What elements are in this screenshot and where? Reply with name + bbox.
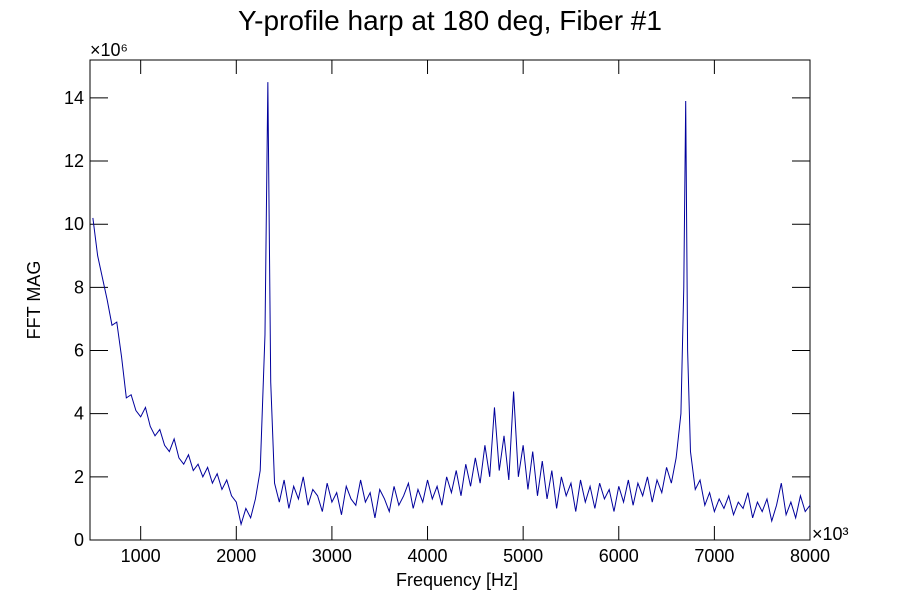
y-tick-label: 2: [74, 467, 84, 487]
y-tick-label: 8: [74, 277, 84, 297]
chart-title: Y-profile harp at 180 deg, Fiber #1: [238, 5, 662, 36]
x-tick-label: 5000: [503, 546, 543, 566]
y-tick-label: 14: [64, 88, 84, 108]
x-multiplier: ×10³: [812, 524, 849, 544]
x-tick-label: 1000: [121, 546, 161, 566]
x-tick-label: 3000: [312, 546, 352, 566]
x-axis-label: Frequency [Hz]: [396, 570, 518, 590]
y-tick-label: 4: [74, 404, 84, 424]
y-tick-label: 6: [74, 341, 84, 361]
y-tick-label: 10: [64, 214, 84, 234]
y-tick-label: 0: [74, 530, 84, 550]
x-tick-label: 4000: [408, 546, 448, 566]
x-tick-label: 6000: [599, 546, 639, 566]
y-tick-label: 12: [64, 151, 84, 171]
data-line: [92, 82, 811, 527]
x-tick-label: 2000: [216, 546, 256, 566]
plot-frame: [89, 59, 811, 541]
y-axis-label: FFT MAG: [24, 261, 44, 340]
x-tick-label: 8000: [790, 546, 830, 566]
x-tick-label: 7000: [694, 546, 734, 566]
y-multiplier: ×10⁶: [90, 40, 128, 60]
